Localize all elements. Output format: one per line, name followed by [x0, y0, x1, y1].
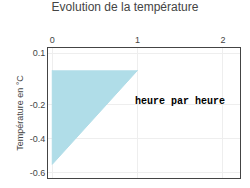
svg-text:Température en °C: Température en °C: [15, 75, 25, 151]
svg-text:0: 0: [50, 35, 55, 45]
svg-text:2: 2: [220, 35, 225, 45]
svg-text:0.1: 0.1: [33, 48, 46, 58]
svg-text:heure par heure: heure par heure: [135, 96, 225, 107]
svg-text:-0.6: -0.6: [30, 168, 46, 178]
svg-text:-0.2: -0.2: [30, 100, 46, 110]
svg-text:-0.4: -0.4: [30, 134, 46, 144]
svg-text:Evolution de la température: Evolution de la température: [52, 0, 199, 14]
svg-text:1: 1: [135, 35, 140, 45]
